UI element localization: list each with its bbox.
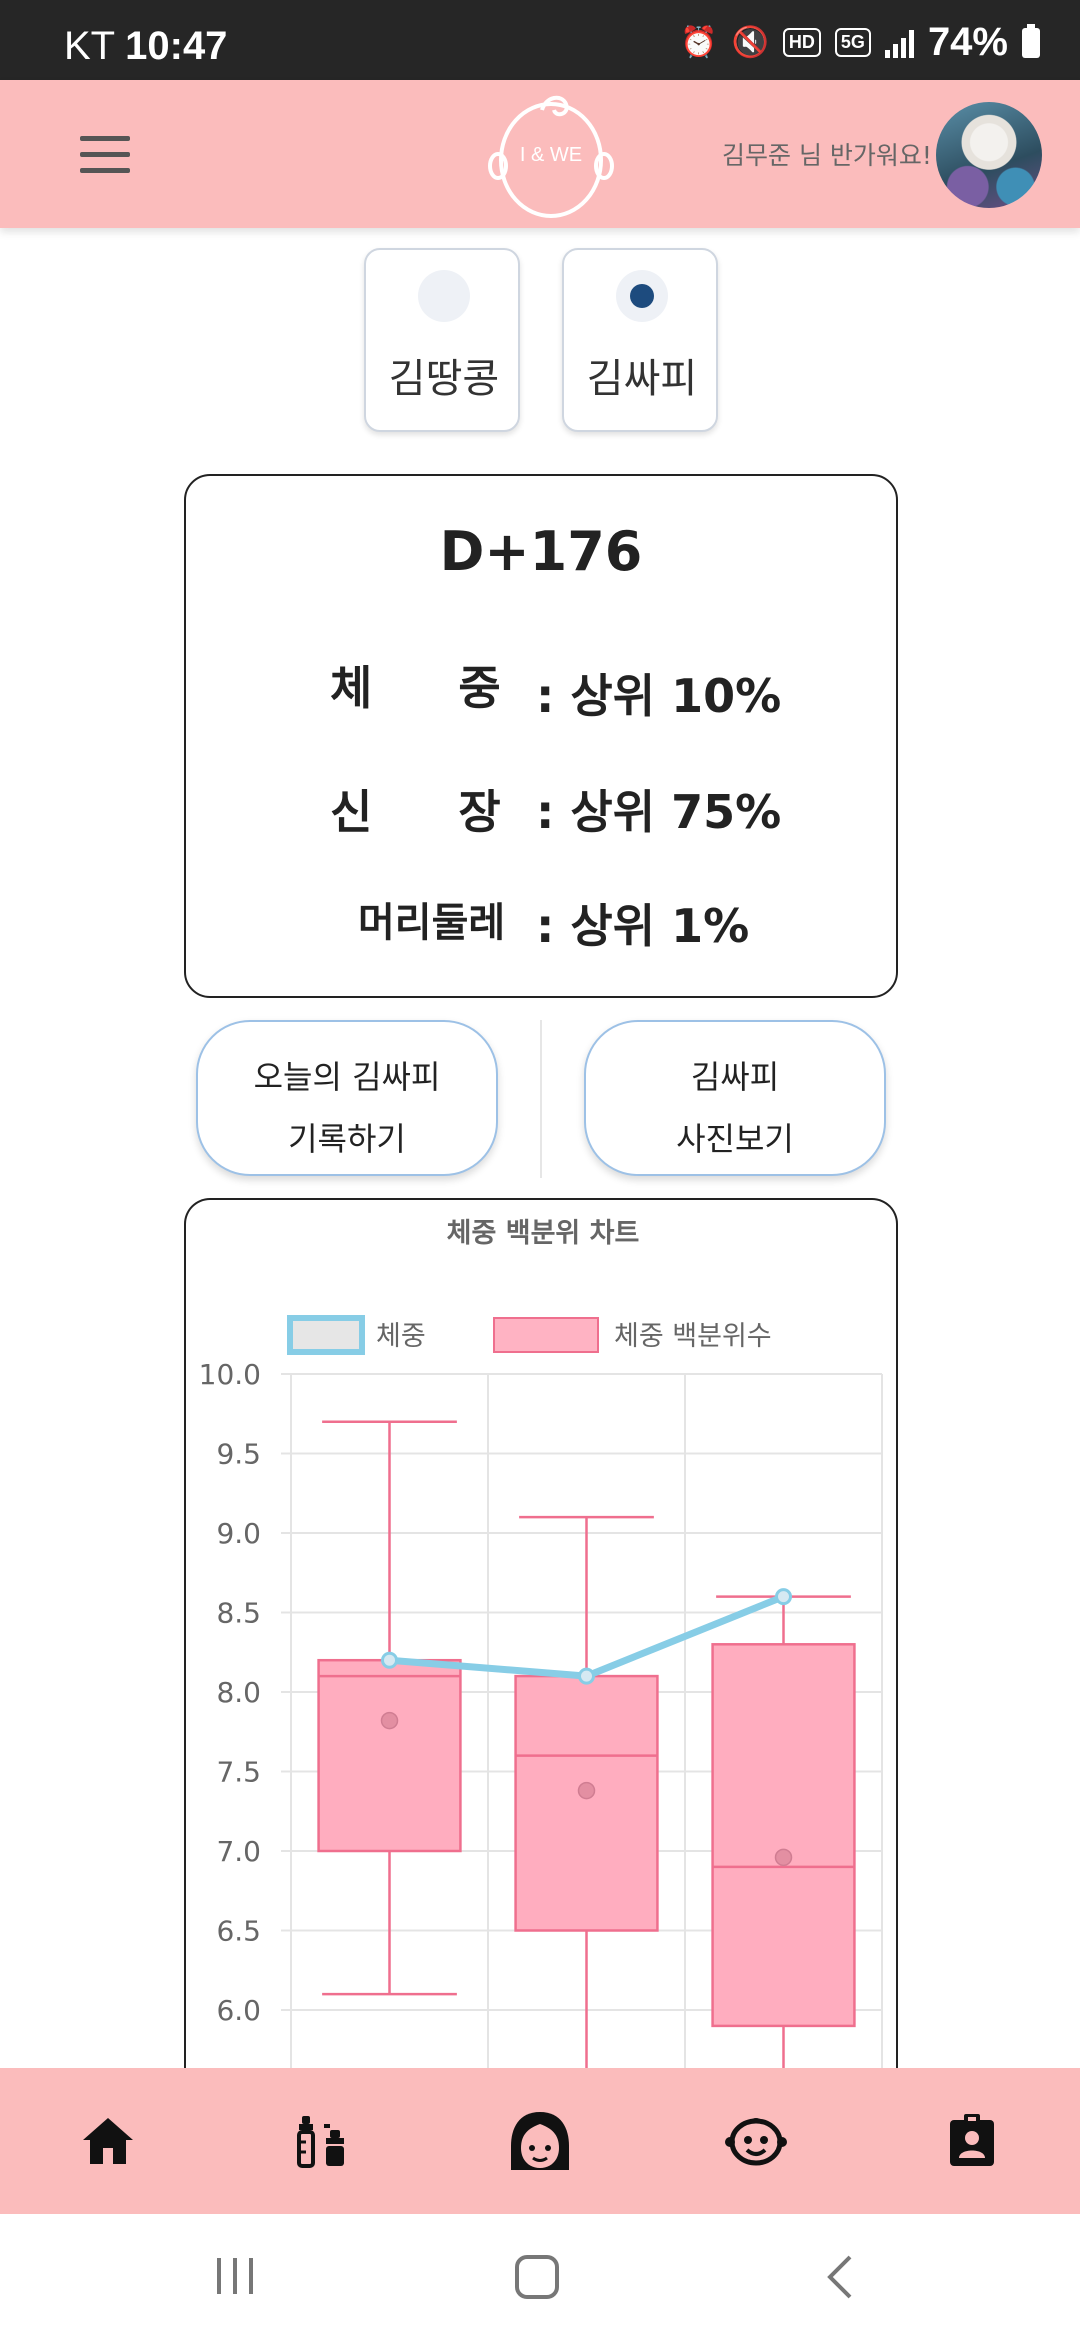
baby-bottles-icon [297,2116,344,2168]
system-nav-bar [0,2214,1080,2340]
legend-label-percentile: 체중 백분위수 [614,1321,772,1352]
network-5g-icon: 5G [834,28,871,57]
weight-point [775,1588,792,1606]
nav-feeding[interactable] [274,2091,374,2191]
greeting-text: 김무준 님 반가워요! [722,141,932,170]
dday-counter: D+176 [439,520,643,583]
mute-icon: 🔇 [731,26,769,59]
box-iqr [317,1658,462,1853]
box-iqr [711,1643,856,2028]
record-today-button[interactable]: 오늘의 김싸피 기록하기 [196,1020,498,1176]
y-tick-label: 8.5 [216,1597,261,1630]
clock: 10:47 [125,24,228,68]
battery-icon [1022,23,1040,58]
baby-name: 김땅콩 [388,356,500,402]
y-tick-label: 8.0 [216,1676,261,1709]
head-value: : 상위 1% [536,899,750,953]
battery-percent: 74% [927,20,1008,64]
box-iqr [514,1674,659,1932]
chart-title: 체중 백분위 차트 [447,1218,640,1249]
signal-icon [884,28,914,58]
weight-value: : 상위 10% [536,669,782,723]
record-button-line2: 기록하기 [288,1120,406,1158]
nav-mom[interactable] [490,2091,590,2191]
weight-point [578,1667,595,1685]
nav-home[interactable] [58,2091,158,2191]
head-label: 머리둘레 [358,900,506,946]
divider [540,1020,542,1178]
y-tick-label: 7.5 [216,1756,261,1789]
height-value: : 상위 75% [536,785,782,839]
baby-select-0[interactable]: 김땅콩 [364,248,520,432]
back-icon[interactable] [824,2254,854,2300]
baby-face-logo-icon [488,95,614,218]
weight-label: 체중 [330,661,587,715]
nav-profile[interactable] [922,2091,1022,2191]
baby-face-icon [725,2118,787,2166]
y-tick-label: 9.5 [216,1438,261,1471]
hd-icon: HD [782,28,821,57]
box-mean-point [380,1711,399,1730]
photos-button-line1: 김싸피 [690,1058,780,1096]
carrier: KT 10:47 [64,24,227,69]
radio-selected-icon [616,270,668,322]
y-tick-label: 6.5 [216,1915,261,1948]
app-logo[interactable]: I & WE [484,88,618,222]
logo-text: I & WE [519,144,583,166]
status-bar: KT 10:47 ⏰ 🔇 HD 5G 74% [0,0,1080,80]
app-header: I & WE 김무준 님 반가워요! [0,80,1080,228]
legend-swatch-weight [287,1315,365,1355]
y-tick-label: 6.0 [216,1994,261,2027]
nav-baby[interactable] [706,2091,806,2191]
profile-badge-icon [950,2114,994,2166]
baby-name: 김싸피 [586,356,698,402]
photos-button-line2: 사진보기 [676,1120,794,1158]
y-tick-label: 7.0 [216,1835,261,1868]
legend-label-weight: 체중 [376,1321,426,1352]
box-mean-point [577,1781,596,1800]
growth-summary-card: D+176 체중 : 상위 10% 신장 : 상위 75% 머리둘레 : 상위 … [184,474,898,998]
home-icon [83,2118,133,2164]
alarm-icon: ⏰ [680,26,718,59]
legend-swatch-percentile [493,1317,599,1353]
y-tick-label: 9.0 [216,1517,261,1550]
box-mean-point [774,1848,793,1867]
recent-apps-icon[interactable] [214,2254,256,2298]
user-avatar[interactable] [936,102,1042,208]
weight-point [381,1651,398,1669]
height-label: 신장 [330,785,587,839]
carrier-label: KT [64,24,116,68]
baby-select-1[interactable]: 김싸피 [562,248,718,432]
bottom-nav [0,2068,1080,2214]
menu-icon[interactable] [80,136,130,174]
record-button-line1: 오늘의 김싸피 [253,1058,441,1096]
home-button-icon[interactable] [514,2254,560,2300]
y-tick-label: 10.0 [199,1358,261,1391]
radio-icon [418,270,470,322]
status-icons: ⏰ 🔇 HD 5G 74% [680,20,1040,65]
mom-icon [511,2112,569,2170]
view-photos-button[interactable]: 김싸피 사진보기 [584,1020,886,1176]
